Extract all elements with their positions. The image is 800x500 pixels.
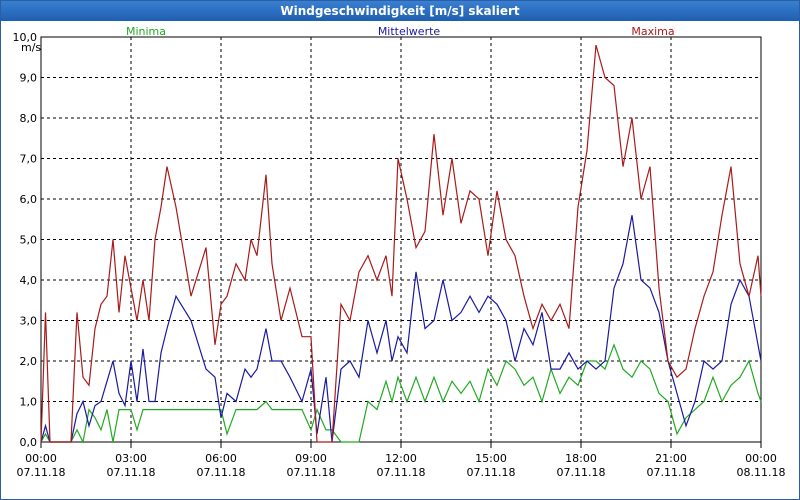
x-tick-date: 07.11.18 (107, 466, 156, 479)
legend-mittelwerte: Mittelwerte (378, 25, 441, 38)
chart-title: Windgeschwindigkeit [m/s] skaliert (1, 1, 799, 21)
x-tick-date: 07.11.18 (647, 466, 696, 479)
series-line-maxima (40, 44, 762, 443)
y-tick-label: 3,0 (20, 315, 38, 328)
y-tick-label: 8,0 (20, 112, 38, 125)
legend-maxima: Maxima (631, 25, 674, 38)
x-tick-time: 00:00 (745, 452, 777, 465)
legend-minima: Minima (126, 25, 166, 38)
y-axis-unit: m/s (21, 41, 41, 54)
x-tick-time: 18:00 (565, 452, 597, 465)
x-tick-date: 08.11.18 (737, 466, 786, 479)
x-tick-time: 03:00 (115, 452, 147, 465)
x-tick-time: 06:00 (205, 452, 237, 465)
wind-speed-chart: 0,0 1,0 2,0 3,0 4,0 5,0 6,0 7,0 8,0 9,0 10,0m/s 00:… (13, 25, 786, 479)
y-tick-label: 2,0 (20, 355, 38, 368)
y-tick-label: 9,0 (20, 72, 38, 85)
x-tick-time: 12:00 (385, 452, 417, 465)
x-tick-time: 00:00 (25, 452, 57, 465)
series-line-minima (40, 343, 762, 444)
x-tick-date: 07.11.18 (287, 466, 336, 479)
x-tick-date: 07.11.18 (467, 466, 516, 479)
y-tick-label: 5,0 (20, 234, 38, 247)
y-tick-label: 4,0 (20, 274, 38, 287)
x-tick-time: 21:00 (655, 452, 687, 465)
x-tick-date: 07.11.18 (17, 466, 66, 479)
y-tick-label: 6,0 (20, 193, 38, 206)
y-tick-label: 10,0 (13, 31, 38, 44)
y-tick-label: 7,0 (20, 153, 38, 166)
x-tick-date: 07.11.18 (197, 466, 246, 479)
x-tick-date: 07.11.18 (377, 466, 426, 479)
y-tick-label: 1,0 (20, 396, 38, 409)
x-tick-time: 09:00 (295, 452, 327, 465)
x-tick-date: 07.11.18 (557, 466, 606, 479)
series-line-mittelwerte (40, 215, 762, 443)
x-tick-time: 15:00 (475, 452, 507, 465)
y-tick-label: 0,0 (20, 436, 38, 449)
